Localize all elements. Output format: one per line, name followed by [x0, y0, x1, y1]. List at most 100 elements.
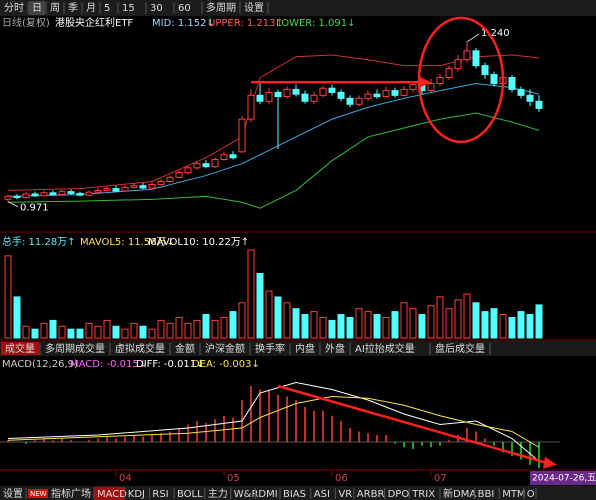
arrow-head [419, 76, 431, 89]
toolbar-tab[interactable]: 60 [178, 3, 191, 14]
candle-body [4, 195, 12, 200]
candle-body [409, 84, 417, 90]
candle-body [301, 93, 309, 102]
candle-body [445, 68, 453, 79]
toolbar-tab[interactable]: 设置 [244, 2, 264, 14]
bottom-tab[interactable]: KDJ [128, 489, 145, 500]
toolbar-tab[interactable]: 分时 [4, 2, 24, 14]
volume-bar [85, 322, 93, 339]
new-badge-text: NEW [30, 490, 47, 498]
indicator-tab[interactable]: AI拉抬成交量 [355, 342, 415, 355]
bottom-tab[interactable]: 主力 [208, 487, 228, 500]
candle-body [292, 88, 300, 95]
candle-body [373, 93, 381, 98]
volume-bar [229, 311, 237, 339]
candle-body [364, 93, 372, 99]
bottom-tab[interactable]: TRIX [411, 489, 435, 500]
toolbar-tab[interactable]: 周 [50, 2, 60, 14]
toolbar-tab[interactable]: 多周期 [206, 1, 236, 14]
candle-body [130, 185, 138, 188]
indicator-tab[interactable]: 虚拟成交量 [115, 342, 165, 355]
toolbar-tab[interactable]: 日 [32, 3, 42, 14]
indicator-tab[interactable]: 多周期成交量 [45, 342, 105, 355]
candle-body [328, 87, 336, 93]
volume-bar [139, 325, 147, 339]
candle-body [481, 65, 489, 76]
candle-body [346, 97, 354, 105]
volume-bar [76, 328, 84, 339]
boll-upper: UPPER: 1.213↑ [208, 18, 284, 29]
candle-body [148, 183, 156, 189]
indicator-tab[interactable]: 外盘 [325, 342, 345, 355]
bottom-tab[interactable]: W&R [234, 489, 259, 500]
candle-body [427, 82, 435, 92]
indicator-tab[interactable]: 内盘 [295, 342, 315, 355]
volume-bar [310, 311, 318, 339]
volume-bar [463, 293, 471, 339]
volume-bar [193, 319, 201, 339]
candle-body [220, 154, 228, 161]
bottom-tab[interactable]: DPO [388, 489, 410, 500]
toolbar-tab[interactable]: 季 [68, 2, 78, 14]
volume-bar [301, 314, 309, 339]
bottom-tab[interactable]: ARBR [357, 489, 385, 500]
macd-value: MACD: -0.015↓ [70, 359, 147, 370]
candle-body [454, 59, 462, 70]
candle-body [211, 159, 219, 168]
toolbar-tab[interactable]: 月 [86, 2, 96, 14]
candle-body [247, 94, 255, 120]
volume-bar [319, 316, 327, 339]
volume-bar [247, 249, 255, 339]
bottom-tab[interactable]: BOLL [177, 489, 203, 500]
candle-body [256, 94, 264, 102]
bottom-tab[interactable]: O [527, 489, 535, 500]
bottom-tab[interactable]: BBI [478, 489, 495, 500]
volume-bar [481, 311, 489, 339]
indicator-tab[interactable]: 盘后成交量 [435, 342, 485, 355]
bottom-tab[interactable]: 指标广场 [51, 487, 91, 500]
bottom-tab[interactable]: MTM [502, 489, 525, 500]
candle-body [229, 154, 237, 159]
bottom-tab[interactable]: MACD [97, 489, 127, 500]
toolbar-tab[interactable]: 15 [122, 3, 135, 14]
candle-body [283, 88, 291, 98]
volume-bar [22, 325, 30, 339]
bottom-tab[interactable]: RSI [152, 489, 168, 500]
candle-body [436, 77, 444, 84]
annotation-arrow [277, 384, 548, 465]
bottom-tab[interactable]: BIAS [283, 489, 306, 500]
volume-bar [40, 322, 48, 339]
candle-body [103, 188, 111, 191]
volume-bar [454, 299, 462, 339]
bottom-tab[interactable]: DMI [258, 489, 277, 500]
volume-bar [499, 314, 507, 339]
candle-body [265, 91, 273, 102]
bottom-tab[interactable]: 新DMA [443, 487, 476, 500]
volume-bar [121, 328, 129, 339]
indicator-tab[interactable]: 成交量 [5, 342, 35, 355]
toolbar-tab[interactable]: 30 [150, 3, 163, 14]
indicator-tab[interactable]: 换手率 [255, 342, 285, 355]
volume-bar [445, 308, 453, 339]
candle-body [31, 193, 39, 197]
bottom-tab[interactable]: VR [338, 489, 352, 500]
volume-bar [103, 319, 111, 339]
volume-bar [490, 308, 498, 339]
indicator-tab[interactable]: 金额 [175, 342, 195, 355]
security-name: 港股央企红利ETF [55, 16, 133, 29]
new-badge [28, 489, 48, 498]
indicator-tab[interactable]: 沪深金额 [205, 342, 245, 355]
bottom-tab[interactable]: ASI [314, 489, 330, 500]
candle-body [517, 88, 525, 96]
low-label: 0.971 [20, 203, 49, 214]
candle-body [157, 181, 165, 185]
volume-bar [337, 314, 345, 339]
high-pointer [466, 33, 480, 43]
bottom-tab[interactable]: 设置 [3, 488, 23, 500]
volume-bar [166, 322, 174, 339]
volume-bar [4, 255, 12, 339]
volume-bar [274, 296, 282, 339]
toolbar-tab[interactable]: 5 [104, 3, 110, 14]
